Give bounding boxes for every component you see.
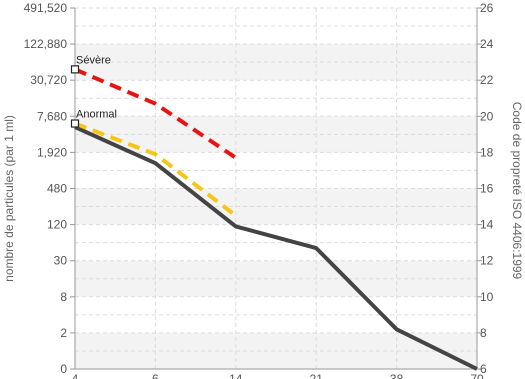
- y-axis-title-right: Code de propreté ISO 4406:1999: [510, 102, 524, 280]
- threshold-marker-0: [70, 65, 80, 74]
- plot-band: [75, 260, 477, 297]
- series-line-2: [74, 67, 237, 160]
- y-tick-label-right: 10: [480, 290, 494, 304]
- x-tick-label: 4: [72, 372, 79, 379]
- y-tick-label-left: 0: [60, 362, 67, 376]
- y-tick-label-left: 30: [54, 254, 68, 268]
- y-tick-label-right: 8: [480, 326, 487, 340]
- y-tick-label-left: 7,680: [37, 109, 67, 123]
- y-tick-label-left: 2: [60, 326, 67, 340]
- plot-band: [75, 152, 477, 189]
- y-tick-label-right: 22: [480, 73, 494, 87]
- x-tick-label: 14: [229, 372, 243, 379]
- y-tick-label-right: 14: [480, 218, 494, 232]
- plot-band: [75, 296, 477, 333]
- plot-band: [75, 224, 477, 261]
- y-tick-label-left: 30,720: [30, 73, 67, 87]
- series-line-0: [74, 125, 478, 371]
- x-tick-label: 70: [470, 372, 484, 379]
- y-axis-title-left: nombre de particules (par 1 ml): [2, 115, 16, 282]
- x-tick-label: 21: [310, 372, 324, 379]
- x-tick-label: 38: [390, 372, 404, 379]
- y-tick-label-left: 491,520: [24, 1, 68, 15]
- y-tick-label-left: 1,920: [37, 145, 67, 159]
- threshold-label-1: Anormal: [76, 109, 117, 121]
- y-tick-label-right: 18: [480, 145, 494, 159]
- y-tick-label-left: 480: [47, 182, 67, 196]
- plot-band: [75, 44, 477, 81]
- plot-band: [75, 80, 477, 117]
- y-tick-label-right: 20: [480, 109, 494, 123]
- threshold-label-0: Sévère: [76, 54, 111, 66]
- y-tick-label-right: 24: [480, 37, 494, 51]
- y-tick-label-right: 16: [480, 182, 494, 196]
- y-tick-label-right: 26: [480, 1, 494, 15]
- y-tick-label-left: 120: [47, 218, 67, 232]
- y-tick-label-right: 6: [480, 362, 487, 376]
- y-tick-label-right: 12: [480, 254, 494, 268]
- y-tick-label-left: 122,880: [24, 37, 68, 51]
- plot-band: [75, 8, 477, 45]
- y-tick-label-left: 8: [60, 290, 67, 304]
- threshold-marker-1: [70, 119, 80, 128]
- plot-band: [75, 188, 477, 225]
- x-tick-label: 6: [152, 372, 159, 379]
- series-line-1: [74, 121, 238, 218]
